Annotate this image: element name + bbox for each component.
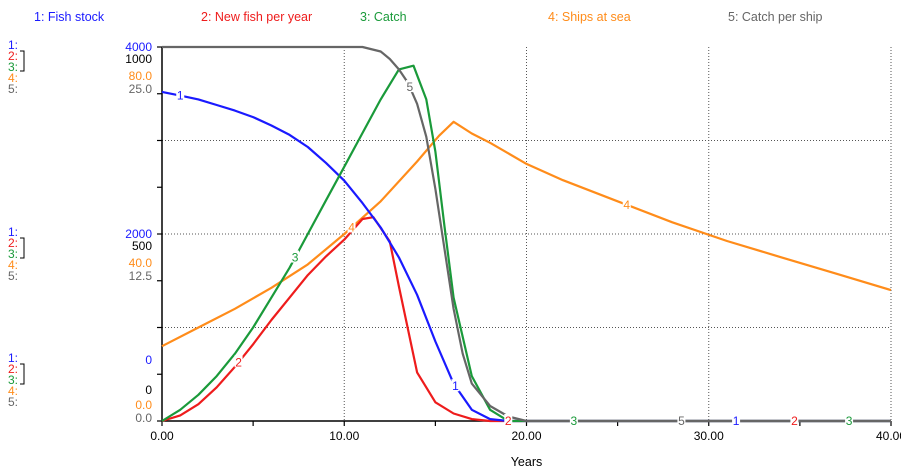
x-tick-label: 30.00 bbox=[694, 429, 724, 443]
series-line-catch bbox=[161, 64, 891, 423]
scale-number-new_fish: 2: bbox=[8, 236, 18, 250]
series-marker-fish_stock: 1 bbox=[177, 89, 184, 103]
series-marker-bg bbox=[176, 88, 185, 101]
x-tick-label: 40.00 bbox=[876, 429, 901, 443]
scale-number-catch_per_ship: 5: bbox=[8, 269, 18, 283]
x-axis-title: Years bbox=[511, 455, 543, 469]
series-marker-bg bbox=[622, 197, 631, 210]
series-marker-bg bbox=[845, 414, 854, 426]
series-marker-catch: 3 bbox=[292, 251, 299, 265]
series-line-new_fish bbox=[161, 216, 891, 423]
scale-value-ships: 40.0 bbox=[129, 256, 153, 270]
legend-entry-fish_stock: 1: Fish stock bbox=[34, 10, 105, 24]
legend-entry-new_fish: 2: New fish per year bbox=[201, 10, 312, 24]
scale-number-catch: 3: bbox=[8, 60, 18, 74]
scale-value-catch: 1000 bbox=[125, 52, 152, 66]
series-marker-bg bbox=[347, 220, 356, 233]
scale-value-catch: 500 bbox=[132, 239, 152, 253]
series-line-catch_per_ship bbox=[162, 45, 891, 423]
scale-number-fish_stock: 1: bbox=[8, 225, 18, 239]
series-marker-catch: 3 bbox=[571, 414, 578, 428]
series-marker-bg bbox=[291, 250, 300, 263]
scale-bracket bbox=[20, 363, 25, 385]
series-marker-fish_stock: 1 bbox=[733, 414, 740, 428]
scale-bracket bbox=[20, 237, 25, 259]
scale-number-new_fish: 2: bbox=[8, 49, 18, 63]
scale-value-catch_per_ship: 25.0 bbox=[129, 82, 153, 96]
series-marker-new_fish: 2 bbox=[505, 414, 512, 428]
series-marker-new_fish: 2 bbox=[791, 414, 798, 428]
scale-number-catch: 3: bbox=[8, 373, 18, 387]
x-tick-label: 20.00 bbox=[511, 429, 541, 443]
legend-entry-ships: 4: Ships at sea bbox=[548, 10, 631, 24]
x-tick-label: 10.00 bbox=[329, 429, 359, 443]
series-line-ships bbox=[161, 120, 892, 348]
scale-number-ships: 4: bbox=[8, 384, 18, 398]
series-marker-bg bbox=[790, 414, 799, 426]
series-line-fish_stock bbox=[161, 90, 891, 423]
scale-value-catch_per_ship: 0.0 bbox=[135, 411, 152, 425]
scale-number-fish_stock: 1: bbox=[8, 38, 18, 52]
series-marker-bg bbox=[451, 379, 460, 392]
series-marker-catch: 3 bbox=[846, 414, 853, 428]
series-marker-fish_stock: 1 bbox=[452, 379, 459, 393]
x-tick-label: 0.00 bbox=[150, 429, 174, 443]
scale-value-ships: 80.0 bbox=[129, 69, 153, 83]
scale-bracket bbox=[20, 50, 25, 72]
scale-number-catch_per_ship: 5: bbox=[8, 395, 18, 409]
legend-entry-catch: 3: Catch bbox=[360, 10, 407, 24]
scale-value-fish_stock: 0 bbox=[145, 353, 152, 367]
legend-entry-catch_per_ship: 5: Catch per ship bbox=[728, 10, 823, 24]
series-marker-bg bbox=[732, 414, 741, 426]
scale-value-catch: 0 bbox=[145, 383, 152, 397]
series-marker-ships: 4 bbox=[623, 198, 630, 212]
scale-value-ships: 0.0 bbox=[135, 398, 152, 412]
series-marker-catch_per_ship: 5 bbox=[678, 414, 685, 428]
scale-number-catch: 3: bbox=[8, 247, 18, 261]
series-marker-new_fish: 2 bbox=[235, 355, 242, 369]
scale-number-ships: 4: bbox=[8, 71, 18, 85]
scale-number-ships: 4: bbox=[8, 258, 18, 272]
series-marker-bg bbox=[569, 414, 578, 426]
series-marker-bg bbox=[405, 80, 414, 93]
series-marker-ships: 4 bbox=[348, 220, 355, 234]
scale-value-catch_per_ship: 12.5 bbox=[129, 269, 153, 283]
series-marker-bg bbox=[234, 355, 243, 368]
scale-value-fish_stock: 2000 bbox=[125, 227, 152, 241]
scale-value-fish_stock: 4000 bbox=[125, 40, 152, 54]
series-marker-catch_per_ship: 5 bbox=[407, 80, 414, 94]
scale-number-fish_stock: 1: bbox=[8, 351, 18, 365]
scale-number-catch_per_ship: 5: bbox=[8, 82, 18, 96]
series-marker-bg bbox=[504, 414, 513, 426]
scale-number-new_fish: 2: bbox=[8, 362, 18, 376]
series-marker-bg bbox=[677, 414, 686, 426]
